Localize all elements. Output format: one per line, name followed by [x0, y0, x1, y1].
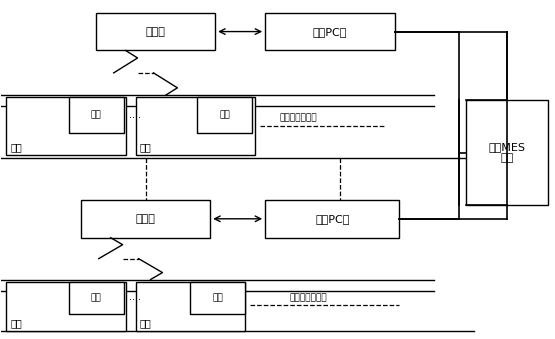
- Bar: [135, 97, 255, 155]
- Text: 工装: 工装: [10, 318, 22, 328]
- Bar: [265, 13, 395, 51]
- Text: 标签: 标签: [213, 294, 223, 302]
- Bar: [6, 97, 125, 155]
- Bar: [69, 97, 124, 133]
- Text: 工装: 工装: [10, 142, 22, 152]
- Text: 读写器: 读写器: [145, 26, 165, 37]
- Text: 标签: 标签: [219, 111, 230, 120]
- Bar: [96, 13, 215, 51]
- Text: 标签: 标签: [91, 294, 102, 302]
- Text: ....: ....: [129, 110, 140, 120]
- Bar: [198, 97, 252, 133]
- Text: 标签: 标签: [91, 111, 102, 120]
- Text: 工位PC机: 工位PC机: [315, 214, 350, 224]
- Text: 工装: 工装: [139, 318, 152, 328]
- Text: 企业MES
系统: 企业MES 系统: [488, 142, 526, 163]
- Text: 工位PC机: 工位PC机: [312, 26, 347, 37]
- Text: 轮胎工序生产线: 轮胎工序生产线: [280, 114, 317, 123]
- Bar: [190, 281, 245, 314]
- Bar: [69, 281, 124, 314]
- Bar: [135, 281, 245, 331]
- Text: ....: ....: [129, 293, 140, 302]
- Bar: [466, 100, 548, 205]
- Bar: [81, 200, 210, 238]
- Bar: [265, 200, 400, 238]
- Text: 读写器: 读写器: [135, 214, 155, 224]
- Bar: [6, 281, 125, 331]
- Text: 轮胎工序生产线: 轮胎工序生产线: [290, 293, 327, 302]
- Text: 工装: 工装: [139, 142, 152, 152]
